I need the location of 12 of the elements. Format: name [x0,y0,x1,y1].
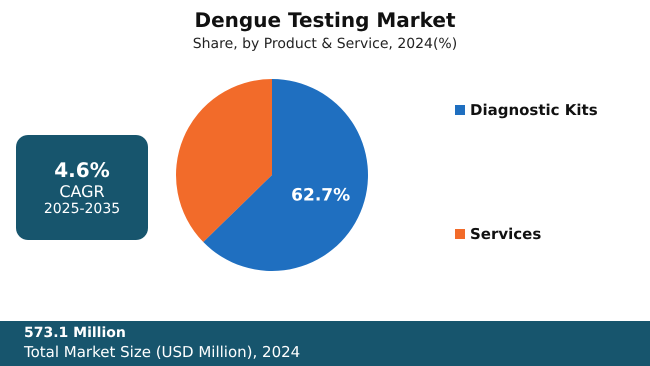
text: 4.6% [53,158,111,182]
chart-subtitle: Share, by Product & Service, 2024(%) [192,36,458,52]
pie-slice [203,79,368,271]
text: Total Market Size (USD Million), 2024 [24,343,300,361]
legend-label: Diagnostic Kits [469,100,598,120]
data-label: 62.7% [291,186,350,206]
chart-title: Dengue Testing Market [193,8,457,32]
text: CAGR [58,182,106,201]
legend-label: Services [469,224,542,244]
text: 573.1 Million [24,325,126,341]
text: 2025-2035 [42,201,122,217]
pie-slice [176,79,272,242]
